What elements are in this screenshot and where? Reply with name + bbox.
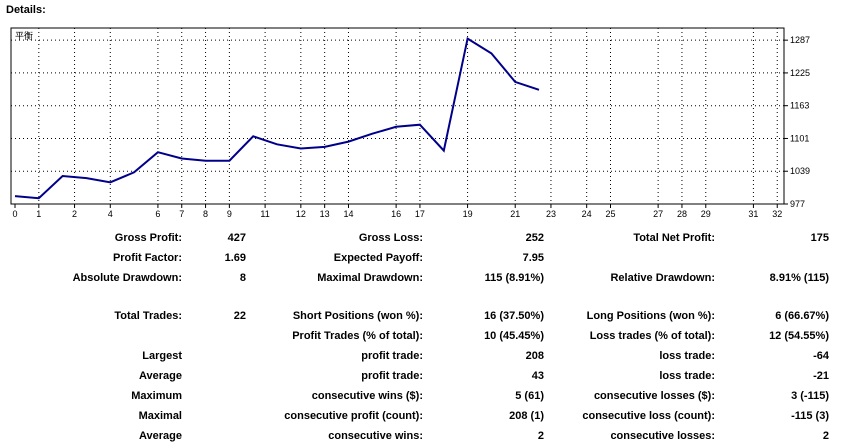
stat-value: 1.69: [224, 252, 246, 264]
x-tick-label: 1: [36, 209, 41, 219]
x-tick-label: 14: [343, 209, 353, 219]
y-tick-label: 1163: [790, 101, 809, 111]
y-tick-label: 1039: [790, 166, 810, 176]
stat-value: 22: [233, 310, 246, 322]
x-tick-label: 25: [605, 209, 615, 219]
details-title: Details:: [6, 4, 46, 16]
x-tick-label: 0: [12, 209, 17, 219]
stat-label: Average: [138, 370, 182, 382]
balance-line: [14, 36, 540, 200]
x-tick-label: 31: [748, 209, 758, 219]
stat-value: 8: [239, 272, 246, 284]
x-tick-label: 9: [227, 209, 232, 219]
stat-value: -21: [813, 370, 829, 382]
stat-value: 208 (1): [509, 410, 544, 422]
stat-value: 12 (54.55%): [769, 330, 829, 342]
stat-label: profit trade:: [361, 370, 423, 382]
y-tick-label: 977: [790, 199, 805, 209]
stat-label: Largest: [142, 350, 182, 362]
stat-label: Expected Payoff:: [333, 252, 423, 264]
stat-label: consecutive wins ($):: [311, 390, 423, 402]
stat-label: consecutive losses:: [610, 430, 715, 442]
x-tick-label: 24: [582, 209, 592, 219]
x-tick-label: 4: [108, 209, 113, 219]
stat-value: -115 (3): [791, 410, 829, 422]
stat-label: Total Trades:: [114, 310, 182, 322]
stat-label: Loss trades (% of total):: [589, 330, 715, 342]
stat-value: 5 (61): [515, 390, 544, 402]
x-tick-label: 16: [391, 209, 401, 219]
y-tick-label: 1287: [790, 35, 810, 45]
stat-label: Relative Drawdown:: [610, 272, 715, 284]
stat-label: Gross Loss:: [358, 232, 423, 244]
stat-label: Maximal: [138, 410, 182, 422]
x-tick-label: 13: [320, 209, 330, 219]
stat-label: consecutive loss (count):: [582, 410, 715, 422]
stat-label: Total Net Profit:: [633, 232, 715, 244]
stat-label: consecutive wins:: [328, 430, 423, 442]
stat-label: consecutive losses ($):: [593, 390, 715, 402]
stat-label: Profit Factor:: [112, 252, 182, 264]
x-tick-label: 12: [296, 209, 306, 219]
x-tick-label: 17: [415, 209, 425, 219]
stat-value: 115 (8.91%): [484, 272, 544, 284]
y-tick-label: 1101: [790, 133, 809, 143]
x-tick-label: 32: [772, 209, 782, 219]
y-tick-label: 1225: [790, 68, 810, 78]
x-tick-label: 2: [72, 209, 77, 219]
x-tick-label: 28: [677, 209, 687, 219]
stat-value: 252: [525, 232, 544, 244]
stat-value: 3 (-115): [791, 390, 829, 402]
stat-label: Average: [138, 430, 182, 442]
stat-value: 427: [227, 232, 246, 244]
stat-value: -64: [813, 350, 829, 362]
x-tick-label: 7: [179, 209, 184, 219]
stat-value: 2: [822, 430, 829, 442]
stat-value: 10 (45.45%): [484, 330, 544, 342]
stat-label: loss trade:: [659, 350, 715, 362]
stat-label: Short Positions (won %):: [292, 310, 423, 322]
stat-label: loss trade:: [659, 370, 715, 382]
stat-value: 7.95: [522, 252, 544, 264]
stat-label: Long Positions (won %):: [586, 310, 715, 322]
stat-value: 208: [525, 350, 544, 362]
stat-value: 6 (66.67%): [775, 310, 829, 322]
x-tick-label: 6: [155, 209, 160, 219]
legend-label: 平衡: [15, 30, 33, 42]
stat-value: 8.91% (115): [769, 272, 829, 284]
x-tick-label: 8: [203, 209, 208, 219]
stat-value: 43: [531, 370, 544, 382]
x-tick-label: 27: [653, 209, 663, 219]
x-tick-label: 23: [546, 209, 556, 219]
stat-label: Gross Profit:: [114, 232, 182, 244]
stat-label: Maximum: [131, 390, 182, 402]
stat-label: Profit Trades (% of total):: [292, 330, 423, 342]
stat-value: 175: [810, 232, 829, 244]
x-tick-label: 11: [260, 209, 269, 219]
stat-value: 16 (37.50%): [484, 310, 544, 322]
stat-label: profit trade:: [361, 350, 423, 362]
stat-value: 2: [537, 430, 544, 442]
plot-frame: [10, 27, 785, 205]
stat-label: Absolute Drawdown:: [72, 272, 182, 284]
x-tick-label: 19: [463, 209, 473, 219]
stat-label: Maximal Drawdown:: [317, 272, 423, 284]
stat-label: consecutive profit (count):: [284, 410, 423, 422]
x-tick-label: 21: [510, 209, 520, 219]
x-tick-label: 29: [701, 209, 711, 219]
